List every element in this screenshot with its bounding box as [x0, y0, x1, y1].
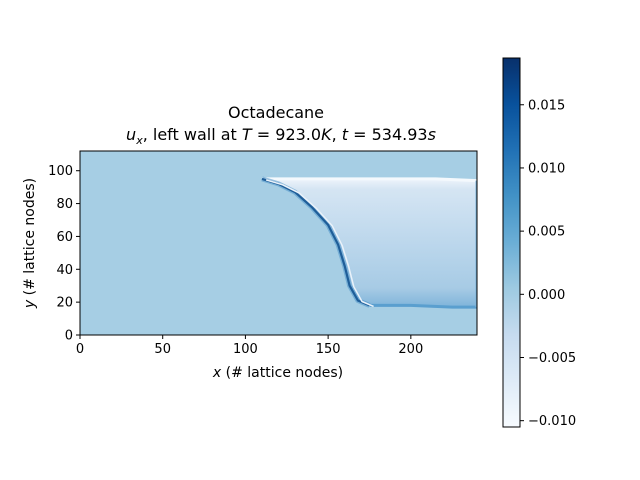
- heatmap-plot: [80, 151, 477, 335]
- x-axis: 0 50 100 150 200: [76, 335, 423, 357]
- colorbar-tick-label: −0.010: [528, 414, 576, 429]
- x-tick-label: 150: [316, 342, 341, 357]
- colorbar-tick-label: 0.005: [528, 225, 565, 240]
- y-tick-label: 80: [56, 197, 73, 212]
- melt-front-inner-light: [265, 179, 374, 308]
- chart-subtitle: ux, left wall at T = 923.0K, t = 534.93s: [126, 125, 436, 147]
- y-tick-label: 20: [56, 296, 73, 311]
- colorbar-axis: −0.010 −0.005 0.000 0.005 0.010 0.015: [520, 98, 576, 429]
- y-tick-label: 0: [65, 329, 73, 344]
- colorbar-tick-label: 0.010: [528, 161, 565, 176]
- plot-frame: [79, 150, 478, 336]
- colorbar-tick-label: 0.000: [528, 288, 565, 303]
- y-tick-label: 40: [56, 263, 73, 278]
- y-axis: 0 20 40 60 80 100: [48, 164, 80, 344]
- melt-front: [261, 177, 370, 307]
- colorbar-tick-label: −0.005: [528, 351, 576, 366]
- x-tick-label: 0: [76, 342, 84, 357]
- melt-region-top-edge: [262, 177, 477, 183]
- melt-region-bottom-edge: [369, 303, 477, 309]
- x-axis-label: x (# lattice nodes): [212, 365, 343, 381]
- y-tick-label: 60: [56, 230, 73, 245]
- x-tick-label: 200: [398, 342, 423, 357]
- colorbar: [502, 57, 521, 428]
- x-tick-label: 100: [233, 342, 258, 357]
- y-tick-label: 100: [48, 164, 73, 179]
- colorbar-tick-label: 0.015: [528, 98, 565, 113]
- x-tick-label: 50: [154, 342, 171, 357]
- chart-title: Octadecane: [228, 103, 324, 122]
- y-axis-label: y (# lattice nodes): [22, 178, 38, 309]
